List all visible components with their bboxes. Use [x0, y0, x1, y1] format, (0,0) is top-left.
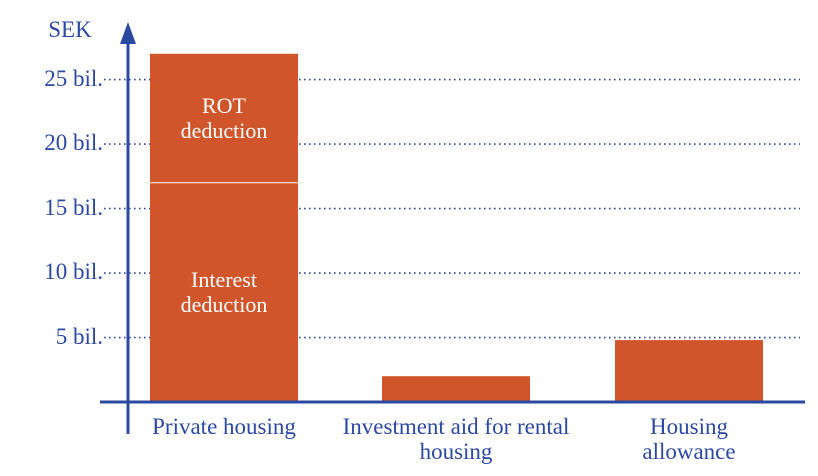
y-tick-label: 25 bil. — [44, 65, 103, 91]
x-tick-label: Private housing — [152, 414, 296, 439]
segment-label: Interest deduction — [180, 267, 268, 318]
segment-label: ROT deduction — [180, 93, 268, 144]
y-tick-label: 15 bil. — [44, 194, 103, 220]
y-axis-arrow — [120, 22, 136, 44]
y-tick-label: 20 bil. — [44, 130, 103, 156]
y-axis-label: SEK — [48, 17, 92, 42]
y-tick-label: 10 bil. — [44, 259, 103, 285]
bar-segment — [150, 53, 298, 183]
x-tick-label: Investment aid for rental housing — [342, 414, 570, 464]
y-tick-label: 5 bil. — [55, 323, 103, 349]
bar-segment — [150, 182, 298, 402]
bar-segment — [382, 376, 530, 402]
bar-segment — [615, 340, 763, 402]
x-tick-label: Housing allowance — [642, 414, 736, 464]
